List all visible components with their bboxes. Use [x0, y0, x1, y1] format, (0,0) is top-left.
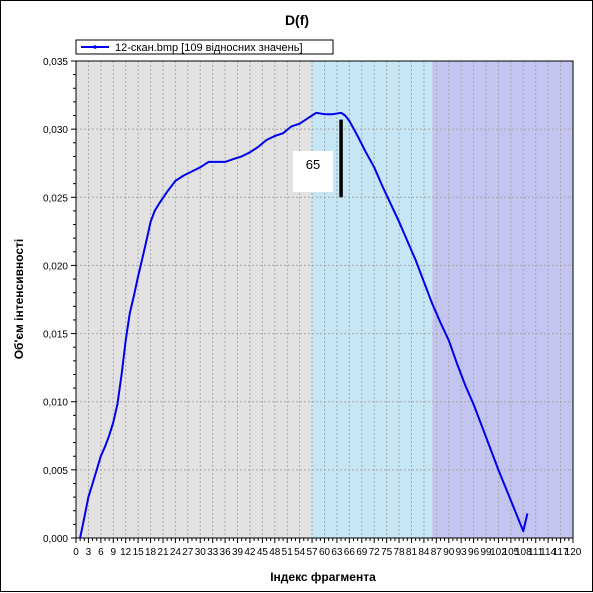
x-tick-label: 114 — [540, 547, 556, 558]
x-tick-label: 93 — [456, 547, 468, 558]
x-tick-label: 66 — [344, 547, 356, 558]
region-band-2 — [432, 61, 573, 538]
annotation-layer: 65 — [292, 119, 343, 198]
x-tick-label: 102 — [490, 547, 507, 558]
y-tick-label: 0,035 — [43, 57, 68, 68]
x-tick-label: 36 — [220, 547, 232, 558]
region-layer — [76, 61, 573, 538]
y-tick-label: 0,005 — [43, 466, 68, 477]
region-band-0 — [76, 61, 313, 538]
x-tick-label: 48 — [269, 547, 281, 558]
x-tick-label: 90 — [443, 547, 455, 558]
x-tick-label: 84 — [418, 547, 430, 558]
annotation-label: 65 — [306, 157, 320, 172]
x-tick-label: 12 — [120, 547, 132, 558]
y-tick-label: 0,000 — [43, 534, 68, 545]
x-tick-label: 18 — [145, 547, 157, 558]
x-tick-label: 111 — [528, 547, 544, 558]
x-tick-label: 117 — [553, 547, 569, 558]
x-tick-label: 30 — [195, 547, 207, 558]
x-tick-label: 87 — [431, 547, 443, 558]
legend-box — [75, 39, 334, 55]
x-tick-label: 72 — [369, 547, 381, 558]
x-tick-label: 24 — [170, 547, 182, 558]
x-tick-label: 81 — [406, 547, 418, 558]
x-tick-label: 54 — [294, 547, 306, 558]
x-tick-label: 42 — [244, 547, 256, 558]
legend-entry: 12-скан.bmp [109 відносних значень] — [115, 42, 303, 54]
x-tick-label: 45 — [257, 547, 269, 558]
x-tick-label: 15 — [133, 547, 145, 558]
y-tick-label: 0,025 — [43, 193, 68, 204]
y-tick-label: 0,010 — [43, 398, 68, 409]
x-tick-label: 57 — [307, 547, 319, 558]
x-tick-label: 0 — [73, 547, 79, 558]
x-tick-label: 63 — [331, 547, 343, 558]
x-tick-label: 9 — [110, 547, 116, 558]
x-tick-label: 75 — [381, 547, 393, 558]
annotation-box — [292, 151, 333, 192]
y-tick-label: 0,020 — [43, 261, 68, 272]
x-tick-label: 39 — [232, 547, 244, 558]
x-tick-label: 3 — [86, 547, 92, 558]
x-tick-label: 96 — [468, 547, 480, 558]
legend-marker — [93, 45, 97, 49]
x-tick-label: 105 — [503, 547, 520, 558]
x-tick-label: 60 — [319, 547, 331, 558]
x-tick-label: 78 — [393, 547, 405, 558]
region-band-1 — [312, 61, 433, 538]
x-tick-label: 33 — [207, 547, 219, 558]
axis-layer: 0 3 6 9 12 15 18 21 24 27 30 33 36 39 42 45 48 51 54 57 60 63… — [43, 57, 582, 558]
x-tick-label: 120 — [565, 547, 582, 558]
x-tick-label: 21 — [157, 547, 169, 558]
x-tick-label: 99 — [480, 547, 492, 558]
chart-title: D(f) — [285, 12, 309, 28]
x-tick-label: 6 — [98, 547, 104, 558]
y-tick-label: 0,030 — [43, 125, 68, 136]
legend: 12-скан.bmp [109 відносних значень] — [75, 39, 334, 55]
grid-layer — [76, 61, 573, 538]
x-tick-label: 69 — [356, 547, 368, 558]
series-line-0 — [79, 111, 529, 539]
x-axis-title: Індекс фрагмента — [270, 570, 376, 584]
x-tick-label: 108 — [515, 547, 532, 558]
x-tick-label: 27 — [182, 547, 194, 558]
y-axis-title: Об'єм інтенсивності — [12, 239, 26, 360]
y-tick-label: 0,015 — [43, 330, 68, 341]
series-layer — [79, 111, 529, 539]
x-tick-label: 51 — [282, 547, 294, 558]
